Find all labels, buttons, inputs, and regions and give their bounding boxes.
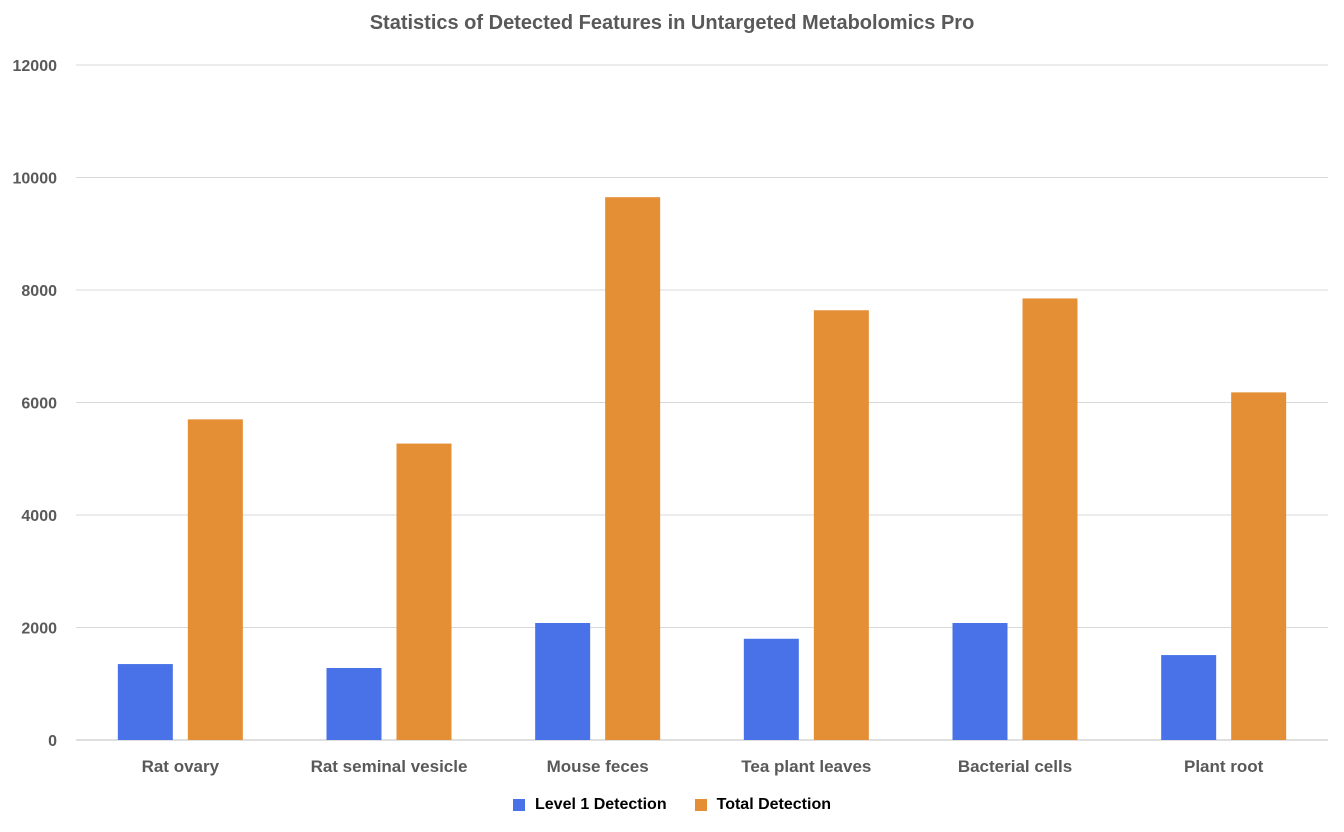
level1-bar	[535, 623, 591, 740]
level1-bar	[326, 668, 382, 740]
legend-item-total: Total Detection	[694, 796, 831, 814]
total-bar	[396, 443, 452, 740]
total-bar	[1022, 298, 1078, 740]
x-tick-label: Rat ovary	[142, 757, 220, 776]
y-tick-label: 2000	[21, 621, 57, 638]
legend-swatch-total	[694, 799, 707, 811]
y-tick-label: 0	[48, 733, 57, 750]
y-tick-label: 4000	[21, 508, 57, 525]
y-tick-label: 12000	[13, 58, 58, 75]
gridlines	[76, 64, 1328, 741]
level1-bar	[952, 623, 1008, 740]
y-tick-label: 10000	[13, 171, 58, 188]
total-bar	[813, 310, 869, 740]
bars	[117, 197, 1287, 740]
total-bar	[187, 419, 243, 740]
legend-label-level1: Level 1 Detection	[535, 796, 667, 813]
x-tick-label: Rat seminal vesicle	[311, 757, 468, 776]
chart-title: Statistics of Detected Features in Untar…	[369, 12, 975, 34]
legend-item-level1: Level 1 Detection	[513, 796, 667, 814]
legend-label-total: Total Detection	[716, 796, 831, 813]
x-axis-ticks: Rat ovary Rat seminal vesicle Mouse feces T…	[142, 757, 1264, 776]
y-tick-label: 6000	[21, 396, 57, 413]
level1-bar	[117, 664, 173, 740]
level1-bar	[1161, 655, 1217, 740]
legend-swatch-level1	[513, 799, 525, 811]
y-axis-ticks: 0 2000 4000 6000 8000 10000 12000	[13, 58, 58, 750]
level1-bar	[743, 638, 799, 740]
x-tick-label: Bacterial cells	[958, 757, 1072, 776]
x-tick-label: Tea plant leaves	[741, 757, 871, 776]
x-tick-label: Mouse feces	[547, 757, 649, 776]
legend: Level 1 Detection Total Detection	[0, 796, 1344, 814]
x-tick-label: Plant root	[1184, 757, 1264, 776]
y-tick-label: 8000	[21, 283, 57, 300]
total-bar	[1231, 392, 1287, 740]
total-bar	[605, 197, 661, 740]
